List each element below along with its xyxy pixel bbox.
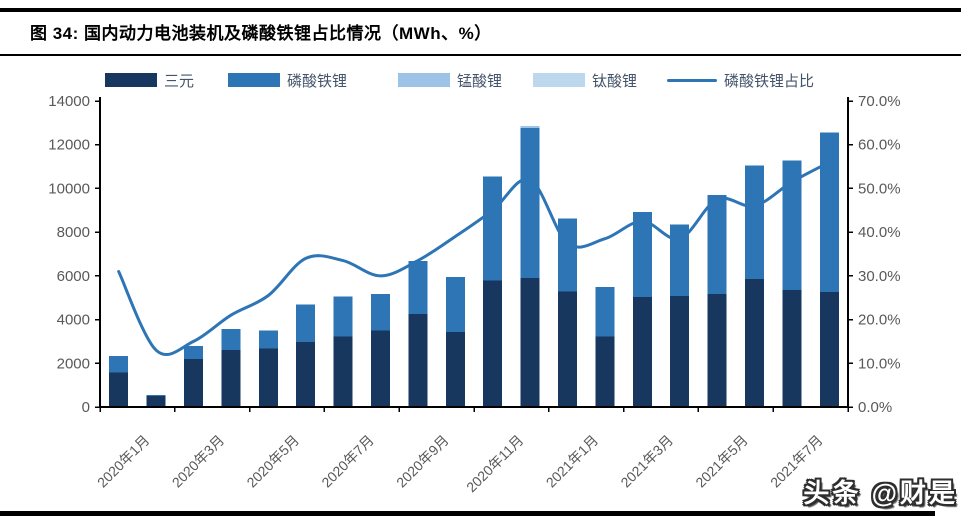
left-axis-tick-label: 10000 [48, 180, 90, 197]
bar-segment-磷酸铁锂 [670, 224, 690, 296]
legend-label: 磷酸铁锂 [287, 72, 348, 90]
chart-legend: 三元 磷酸铁锂 锰酸锂 钛酸锂 磷酸铁锂占比 [0, 71, 961, 90]
bar-segment-磷酸铁锂 [408, 261, 428, 315]
right-axis-tick-label: 70.0% [858, 93, 901, 110]
legend-item-lmo: 锰酸锂 [398, 71, 503, 90]
lfp-share-line [117, 160, 831, 357]
ternary-swatch-icon [105, 73, 157, 87]
right-axis-tick-label: 60.0% [858, 137, 901, 154]
bar-segment-三元 [371, 330, 390, 407]
lmo-swatch-icon [398, 73, 450, 87]
bar-segment-磷酸铁锂 [819, 132, 839, 292]
x-axis-tick-label: 2020年7月 [318, 432, 377, 491]
x-axis-tick-label: 2020年3月 [169, 432, 228, 491]
legend-item-ternary: 三元 [105, 71, 195, 90]
bars-layer [109, 125, 839, 407]
bar-segment-磷酸铁锂 [109, 356, 129, 373]
bar-segment-三元 [595, 336, 615, 407]
figure-title: 图 34: 国内动力电池装机及磷酸铁锂占比情况（MWh、%） [30, 24, 492, 43]
bar-segment-磷酸铁锂 [296, 304, 316, 342]
bar-segment-磷酸铁锂 [258, 330, 278, 349]
legend-label: 三元 [164, 72, 195, 90]
bar-segment-磷酸铁锂 [371, 294, 390, 331]
bar-segment-三元 [707, 294, 727, 407]
line-swatch-icon [667, 78, 717, 82]
bar-segment-三元 [296, 341, 316, 407]
bar-segment-磷酸铁锂 [558, 218, 577, 292]
bar-segment-磷酸铁锂 [184, 345, 203, 359]
legend-item-lto: 钛酸锂 [533, 71, 638, 90]
right-axis-tick-label: 0.0% [858, 399, 892, 416]
right-axis-tick-label: 10.0% [858, 355, 901, 372]
bar-segment-三元 [109, 372, 129, 407]
left-axis-tick-label: 12000 [48, 137, 90, 154]
bar-segment-三元 [146, 396, 166, 407]
top-divider [0, 8, 961, 12]
bar-segment-三元 [745, 279, 764, 407]
x-axis-tick-label: 2020年9月 [393, 432, 452, 491]
x-axis-tick-label: 2021年1月 [543, 432, 602, 491]
bottom-divider [0, 511, 935, 516]
right-axis-tick-label: 20.0% [858, 312, 901, 329]
bar-segment-三元 [408, 314, 428, 407]
chart-canvas: 0 2000 4000 6000 8000 10000 12000 14000 0.0% 10.0… [48, 93, 900, 495]
watermark: 头条 @财是 [803, 478, 958, 508]
axis-labels: 0 2000 4000 6000 8000 10000 12000 14000 0.0% 10.0… [48, 93, 900, 495]
bar-segment-三元 [819, 291, 839, 407]
lfp-swatch-icon [228, 73, 280, 87]
bar-segment-三元 [520, 278, 540, 407]
bar-segment-三元 [258, 348, 278, 407]
bar-segment-磷酸铁锂 [707, 195, 727, 295]
left-axis-tick-label: 14000 [48, 93, 90, 110]
legend-label: 钛酸锂 [592, 72, 638, 90]
left-axis-tick-label: 8000 [57, 224, 90, 241]
bar-segment-三元 [445, 332, 465, 407]
bar-segment-磷酸铁锂 [745, 165, 764, 280]
x-axis-tick-label: 2020年5月 [243, 432, 302, 491]
bar-segment-三元 [782, 289, 802, 407]
bar-segment-磷酸铁锂 [146, 394, 166, 397]
bar-segment-磷酸铁锂 [632, 211, 652, 297]
lto-swatch-icon [533, 73, 585, 87]
x-axis-tick-label: 2020年1月 [94, 432, 153, 491]
legend-label: 磷酸铁锂占比 [724, 72, 815, 90]
bar-segment-磷酸铁锂 [520, 128, 540, 278]
left-axis-tick-label: 6000 [57, 268, 90, 285]
x-axis-tick-label: 2020年11月 [463, 432, 526, 495]
bar-segment-磷酸铁锂 [483, 176, 503, 281]
bar-segment-三元 [632, 296, 652, 407]
bar-segment-磷酸铁锂 [595, 286, 615, 337]
axes [95, 97, 853, 412]
legend-item-share-line: 磷酸铁锂占比 [667, 71, 815, 90]
bar-segment-锰酸锂 [520, 125, 540, 129]
bar-segment-磷酸铁锂 [221, 329, 241, 350]
x-axis-tick-label: 2021年5月 [692, 432, 751, 491]
title-divider [0, 54, 961, 56]
left-axis-tick-label: 2000 [57, 355, 90, 372]
bar-segment-三元 [670, 296, 690, 407]
bar-segment-三元 [221, 350, 241, 407]
left-axis-tick-label: 4000 [57, 312, 90, 329]
x-axis-tick-label: 2021年3月 [617, 432, 676, 491]
legend-item-lfp: 磷酸铁锂 [228, 71, 348, 90]
combo-chart: 0 2000 4000 6000 8000 10000 12000 14000 0.0% 10.0… [0, 60, 961, 521]
left-axis-tick-label: 0 [82, 399, 90, 416]
bar-segment-三元 [333, 336, 353, 407]
bar-segment-三元 [184, 358, 203, 407]
bar-segment-磷酸铁锂 [333, 296, 353, 337]
right-axis-tick-label: 30.0% [858, 268, 901, 285]
bar-segment-磷酸铁锂 [782, 160, 802, 290]
right-axis-tick-label: 50.0% [858, 180, 901, 197]
bar-segment-三元 [483, 280, 503, 407]
legend-label: 锰酸锂 [457, 72, 503, 90]
bar-segment-三元 [558, 291, 577, 407]
right-axis-tick-label: 40.0% [858, 224, 901, 241]
bar-segment-磷酸铁锂 [445, 276, 465, 333]
